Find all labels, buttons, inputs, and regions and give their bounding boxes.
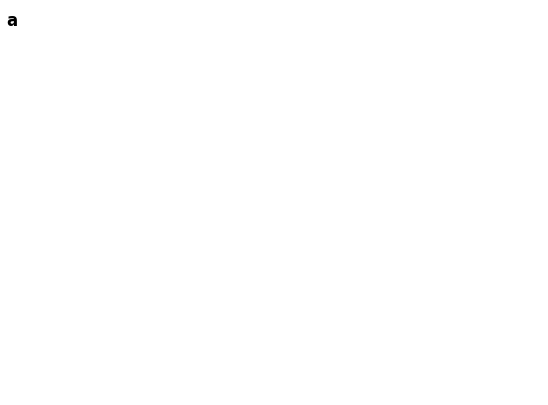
Text: a: a — [6, 12, 17, 30]
